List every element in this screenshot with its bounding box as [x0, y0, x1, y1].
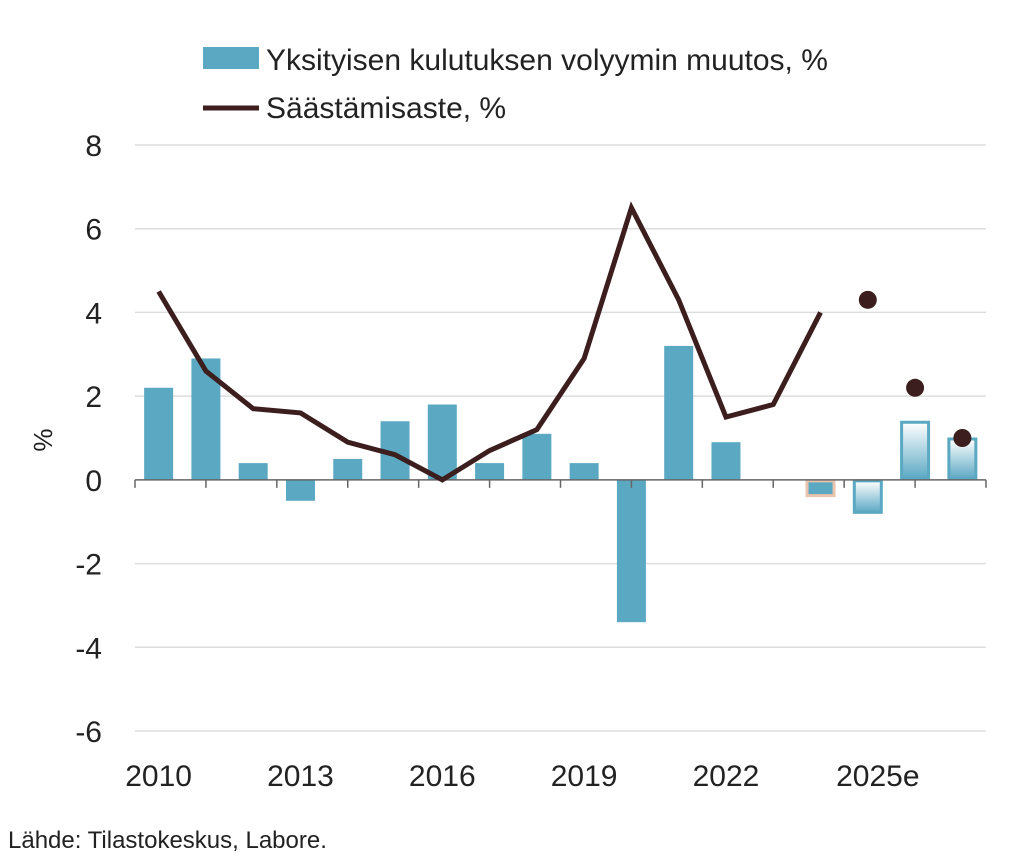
legend-bar-label: Yksityisen kulutuksen volyymin muutos, % — [266, 44, 828, 77]
bar-2022 — [711, 442, 741, 480]
saving-rate-point-2025 — [858, 290, 877, 309]
bar-2020 — [616, 479, 646, 623]
y-tick-label: 8 — [85, 130, 102, 163]
x-tick-label: 2013 — [267, 760, 334, 793]
bar-2027 — [947, 437, 978, 481]
bar-2013 — [285, 479, 315, 501]
source-note: Lähde: Tilastokeskus, Labore. — [8, 827, 327, 854]
bar-2017 — [475, 463, 505, 480]
y-tick-label: 2 — [85, 381, 102, 414]
bar-2025 — [852, 479, 883, 514]
x-tick-label: 2016 — [409, 760, 476, 793]
y-tick-label: -4 — [75, 632, 102, 665]
legend: Yksityisen kulutuksen volyymin muutos, %… — [203, 44, 828, 125]
x-tick-label: 2010 — [125, 760, 192, 793]
bar-2018 — [522, 433, 552, 480]
bar-2012 — [238, 463, 268, 480]
bar-2019 — [569, 463, 599, 480]
bar-2024 — [805, 479, 836, 498]
bar-2026 — [900, 420, 931, 481]
legend-bar-swatch — [203, 47, 259, 69]
bar-2014 — [333, 458, 363, 480]
saving-rate-point-2027 — [953, 429, 972, 447]
y-tick-label: -2 — [75, 549, 102, 582]
y-tick-label: 4 — [85, 297, 102, 330]
x-tick-label: 2022 — [693, 760, 760, 793]
legend-line-label: Säästämisaste, % — [266, 92, 506, 125]
y-axis-label: % — [28, 428, 58, 451]
y-tick-label: 0 — [85, 465, 102, 498]
saving-rate-line — [156, 201, 823, 483]
x-tick-label: 2019 — [551, 760, 618, 793]
bar-2021 — [664, 345, 694, 480]
bar-2016 — [427, 404, 457, 480]
bar-2010 — [144, 387, 174, 480]
y-tick-label: 6 — [85, 214, 102, 247]
y-tick-label: -6 — [75, 716, 102, 749]
x-tick-label: 2025e — [836, 760, 919, 793]
saving-rate-point-2026 — [906, 378, 925, 397]
